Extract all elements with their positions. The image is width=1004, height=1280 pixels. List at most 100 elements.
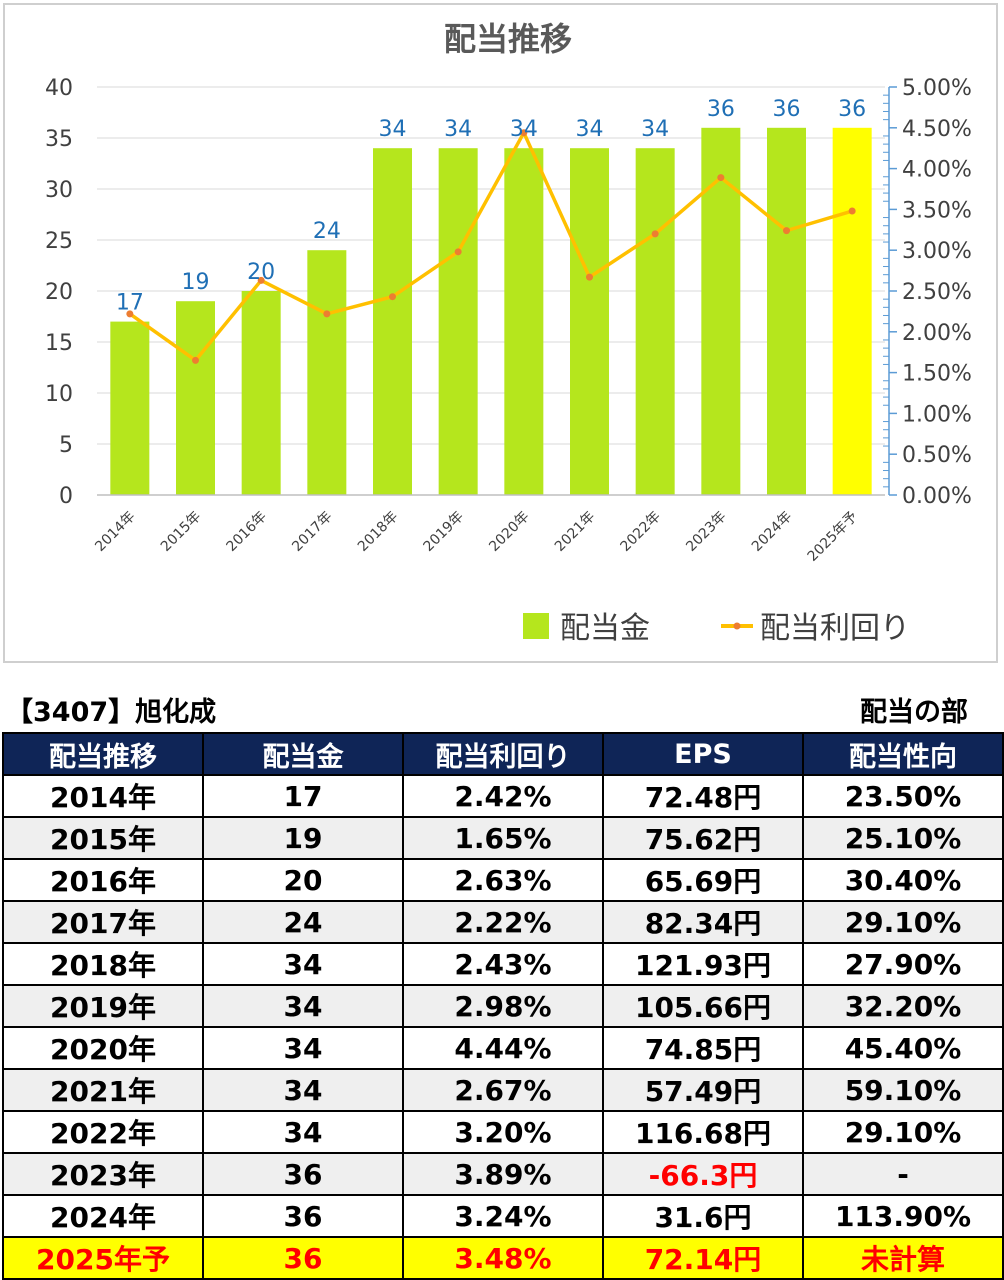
dividend-table: 配当推移 配当金 配当利回り EPS 配当性向 2014年 17 2.42% 72.4…: [2, 732, 1004, 1280]
bar-value-label: 34: [510, 117, 538, 142]
bar-2016年: [241, 291, 281, 495]
bar-2018年: [373, 148, 412, 495]
table-row: 2025年予 36 3.48% 72.14円 未計算: [2, 1236, 1004, 1280]
cell-year: 2015年: [2, 816, 204, 860]
cell-dividend: 34: [202, 1110, 404, 1154]
cell-yield: 3.89%: [402, 1152, 604, 1196]
header-year: 配当推移: [2, 732, 204, 776]
cell-year: 2018年: [2, 942, 204, 986]
table-row: 2022年 34 3.20% 116.68円 29.10%: [2, 1110, 1004, 1154]
cell-yield: 2.43%: [402, 942, 604, 986]
yield-point: [192, 356, 199, 364]
cell-payout: 113.90%: [802, 1194, 1004, 1238]
bar-2017年: [307, 250, 347, 495]
cell-eps: 72.48円: [602, 774, 804, 818]
bar-value-label: 36: [707, 97, 735, 122]
cell-dividend: 24: [202, 900, 404, 944]
yield-line: [128, 130, 853, 363]
bar-value-label: 34: [444, 117, 472, 142]
y-left-tick-label: 20: [45, 280, 73, 305]
cell-eps: 31.6円: [602, 1194, 804, 1238]
cell-payout: 23.50%: [802, 774, 1004, 818]
cell-payout: 未計算: [802, 1236, 1004, 1280]
table-header-row: 配当推移 配当金 配当利回り EPS 配当性向: [2, 732, 1004, 776]
x-tick-label: 2022年: [618, 509, 664, 555]
table-row: 2024年 36 3.24% 31.6円 113.90%: [2, 1194, 1004, 1238]
cell-yield: 3.24%: [402, 1194, 604, 1238]
chart-panel: 配当推移 0 5 10 15 20 25 30 35 40 0.00% 0.50% 1.00% 1.50…: [3, 3, 998, 663]
yield-point: [454, 248, 462, 256]
bar-2019年: [438, 148, 478, 495]
cell-year: 2021年: [2, 1068, 204, 1112]
yield-point: [520, 129, 528, 137]
chart-legend: 配当金 配当利回り: [523, 611, 910, 646]
cell-payout: -: [802, 1152, 1004, 1196]
cell-yield: 2.98%: [402, 984, 604, 1028]
bar-2021年: [570, 148, 609, 495]
cell-yield: 3.20%: [402, 1110, 604, 1154]
cell-payout: 29.10%: [802, 1110, 1004, 1154]
cell-yield: 1.65%: [402, 816, 604, 860]
header-eps: EPS: [602, 732, 804, 776]
cell-year: 2024年: [2, 1194, 204, 1238]
cell-eps: 74.85円: [602, 1026, 804, 1070]
x-tick-label: 2021年: [552, 509, 598, 555]
yield-point: [783, 227, 790, 235]
cell-eps: 65.69円: [602, 858, 804, 902]
table-row: 2018年 34 2.43% 121.93円 27.90%: [2, 942, 1004, 986]
cell-eps: 105.66円: [602, 984, 804, 1028]
x-tick-label: 2025年予: [805, 509, 861, 565]
header-dividend: 配当金: [202, 732, 404, 776]
table-row: 2015年 19 1.65% 75.62円 25.10%: [2, 816, 1004, 860]
cell-year: 2025年予: [2, 1236, 204, 1280]
cell-eps: 75.62円: [602, 816, 804, 860]
dividend-chart: 配当推移 0 5 10 15 20 25 30 35 40 0.00% 0.50% 1.00% 1.50…: [45, 20, 972, 646]
cell-eps: 82.34円: [602, 900, 804, 944]
cell-yield: 2.67%: [402, 1068, 604, 1112]
cell-dividend: 36: [202, 1194, 404, 1238]
bar-2015年: [176, 301, 215, 495]
cell-yield: 4.44%: [402, 1026, 604, 1070]
bar-value-label: 34: [379, 117, 407, 142]
cell-payout: 29.10%: [802, 900, 1004, 944]
table-row: 2019年 34 2.98% 105.66円 32.20%: [2, 984, 1004, 1028]
yield-point: [389, 293, 396, 301]
cell-year: 2023年: [2, 1152, 204, 1196]
bar-value-label: 20: [247, 260, 275, 285]
x-tick-label: 2015年: [158, 509, 204, 555]
x-tick-label: 2017年: [289, 509, 335, 555]
y-left-tick-label: 0: [59, 484, 73, 509]
x-tick-label: 2020年: [486, 509, 532, 555]
cell-dividend: 20: [202, 858, 404, 902]
bar-2020年: [504, 148, 544, 495]
cell-year: 2017年: [2, 900, 204, 944]
table-row: 2016年 20 2.63% 65.69円 30.40%: [2, 858, 1004, 902]
y-left-tick-label: 10: [45, 382, 73, 407]
cell-yield: 3.48%: [402, 1236, 604, 1280]
y-left-tick-label: 30: [45, 178, 73, 203]
cell-dividend: 19: [202, 816, 404, 860]
bar-value-label: 19: [182, 270, 210, 295]
table-row: 2020年 34 4.44% 74.85円 45.40%: [2, 1026, 1004, 1070]
bar-value-label: 34: [576, 117, 604, 142]
x-tick-label: 2023年: [683, 509, 729, 555]
legend-label-dividend: 配当金: [560, 611, 650, 646]
cell-dividend: 34: [202, 984, 404, 1028]
legend-label-yield: 配当利回り: [760, 611, 910, 646]
cell-year: 2019年: [2, 984, 204, 1028]
cell-eps: 57.49円: [602, 1068, 804, 1112]
y-left-tick-label: 5: [59, 433, 73, 458]
y-right-tick-label: 5.00%: [902, 76, 972, 101]
legend-swatch-dividend: [523, 613, 549, 639]
yield-point: [257, 276, 265, 284]
y-left-tick-label: 15: [45, 331, 73, 356]
cell-year: 2020年: [2, 1026, 204, 1070]
yield-point: [586, 273, 593, 281]
cell-payout: 25.10%: [802, 816, 1004, 860]
yield-point: [323, 310, 331, 318]
y-left-tick-label: 25: [45, 229, 73, 254]
section-label: 配当の部: [860, 697, 968, 728]
cell-payout: 27.90%: [802, 942, 1004, 986]
cell-dividend: 17: [202, 774, 404, 818]
legend-marker-yield: [733, 622, 741, 630]
